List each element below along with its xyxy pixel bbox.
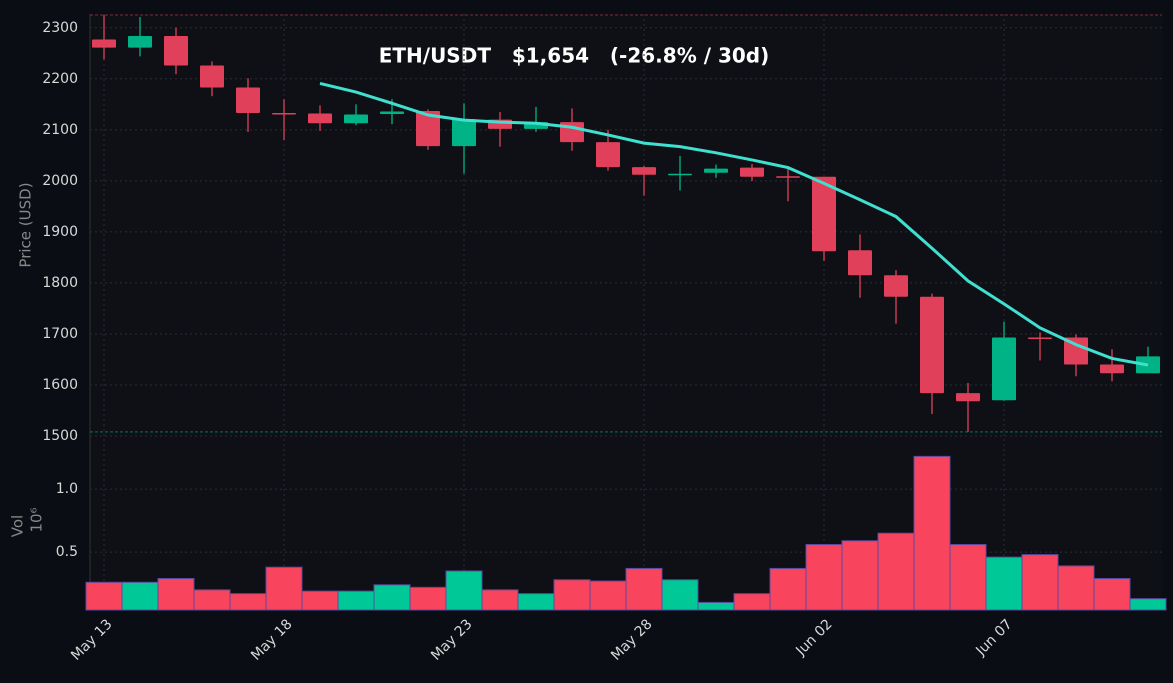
volume-bar	[229, 593, 267, 611]
volume-label: Vol	[9, 515, 27, 537]
candle-body	[128, 35, 152, 48]
volume-bar	[769, 567, 807, 611]
volume-bar	[985, 556, 1023, 611]
volume-bar	[625, 567, 663, 611]
moving-average	[319, 81, 1149, 367]
candle-body	[1100, 364, 1124, 374]
x-tick-label: Jun 02	[792, 616, 835, 659]
candle-body	[1028, 337, 1052, 340]
y-tick-label: 1.0	[56, 481, 78, 497]
candle-body	[776, 176, 800, 178]
volume-bar	[661, 579, 699, 611]
volume-bar	[1093, 578, 1131, 611]
y-tick-label: 1700	[42, 326, 78, 342]
y-axis-label: Price (USD)	[17, 182, 35, 267]
volume-bar	[733, 593, 771, 611]
volume-bar	[481, 589, 519, 611]
volume-scale: 10⁶	[28, 507, 46, 532]
candle-body	[848, 250, 872, 276]
candle-body	[92, 39, 116, 48]
x-tick-label: May 23	[428, 616, 476, 664]
candle-body	[956, 393, 980, 402]
volume-bar	[877, 532, 915, 611]
candle-body	[380, 111, 404, 115]
candle-body	[632, 167, 656, 175]
volume-bar	[121, 581, 159, 611]
y-tick-label: 1800	[42, 275, 78, 291]
volume-bar	[913, 455, 951, 611]
candle-body	[812, 176, 836, 252]
volume-bar	[85, 581, 123, 611]
x-tick-label: May 13	[68, 616, 116, 664]
candle-body	[452, 119, 476, 147]
plot-background	[90, 14, 1162, 610]
volume-bar	[841, 540, 879, 611]
volume-bar	[553, 579, 591, 611]
volume-bar	[805, 544, 843, 611]
candle-body	[308, 113, 332, 124]
x-tick-label: May 18	[248, 616, 296, 664]
volume-bar	[1021, 554, 1059, 611]
candle-body	[272, 112, 296, 115]
volume-bar	[949, 544, 987, 611]
volume-bar	[1057, 565, 1095, 611]
candle-body	[416, 110, 440, 147]
candle-body	[200, 65, 224, 88]
y-tick-label: 2100	[42, 122, 78, 138]
y-tick-label: 2300	[42, 20, 78, 36]
candle-body	[740, 167, 764, 177]
volume-bar	[1129, 598, 1167, 611]
candle-body	[884, 275, 908, 297]
candle-body	[992, 337, 1016, 401]
volume-bar	[589, 580, 627, 611]
volume-bar	[157, 578, 195, 611]
y-tick-label: 1600	[42, 377, 78, 393]
candle-body	[236, 87, 260, 113]
volume-bar	[373, 584, 411, 611]
volume-bar	[409, 586, 447, 611]
chart-title: ETH/USDT $1,654 (-26.8% / 30d)	[379, 44, 770, 68]
volume-bar	[265, 566, 303, 611]
y-tick-label: 2000	[42, 173, 78, 189]
volume-bar	[301, 590, 339, 611]
y-tick-label: 1900	[42, 224, 78, 240]
volume-bar	[517, 593, 555, 611]
y-tick-label: 0.5	[56, 544, 78, 560]
candle-body	[668, 173, 692, 176]
candle-body	[596, 142, 620, 168]
volume-bar	[337, 590, 375, 611]
candle-body	[1064, 337, 1088, 365]
candle-body	[920, 296, 944, 394]
candle-body	[704, 168, 728, 173]
x-tick-label: Jun 07	[972, 616, 1015, 659]
volume-bar	[193, 589, 231, 611]
x-tick-label: May 28	[608, 616, 656, 664]
y-tick-label: 2200	[42, 71, 78, 87]
candle-body	[344, 114, 368, 124]
candle-body	[164, 35, 188, 66]
y-tick-label: 1500	[42, 428, 78, 444]
volume-bar	[697, 601, 735, 611]
volume-bar	[445, 570, 483, 611]
